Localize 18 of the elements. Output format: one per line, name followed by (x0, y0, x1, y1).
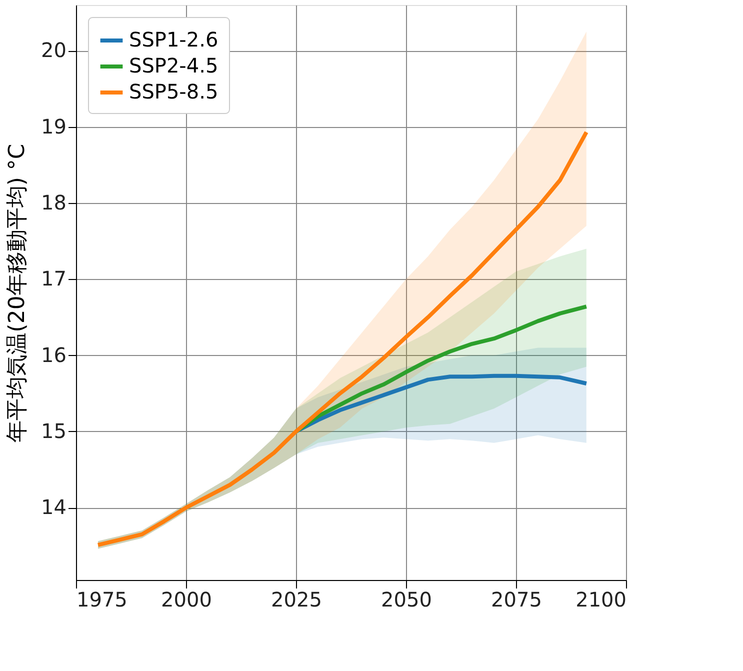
legend-label: SSP2-4.5 (129, 54, 218, 78)
y-tick-label: 15 (41, 418, 66, 443)
y-axis-title: 年平均気温(20年移動平均) °C (5, 144, 30, 442)
y-tick-label: 19 (41, 114, 66, 138)
x-tick-label: 2075 (491, 588, 542, 612)
x-tick-label: 2025 (271, 588, 322, 612)
y-tick-label: 16 (41, 342, 66, 367)
legend-label: SSP1-2.6 (129, 28, 218, 52)
x-tick-label: 2050 (381, 588, 432, 612)
legend-label: SSP5-8.5 (129, 80, 218, 104)
line-series (96, 130, 588, 547)
x-tick-label: 2100 (576, 588, 626, 612)
y-tick-label: 17 (41, 266, 66, 291)
y-tick-label: 14 (41, 495, 66, 520)
y-tick-label: 20 (41, 38, 66, 62)
x-tick-label: 1975 (76, 588, 128, 612)
x-tick-label: 2000 (161, 588, 212, 612)
y-tick-label: 18 (41, 190, 66, 215)
